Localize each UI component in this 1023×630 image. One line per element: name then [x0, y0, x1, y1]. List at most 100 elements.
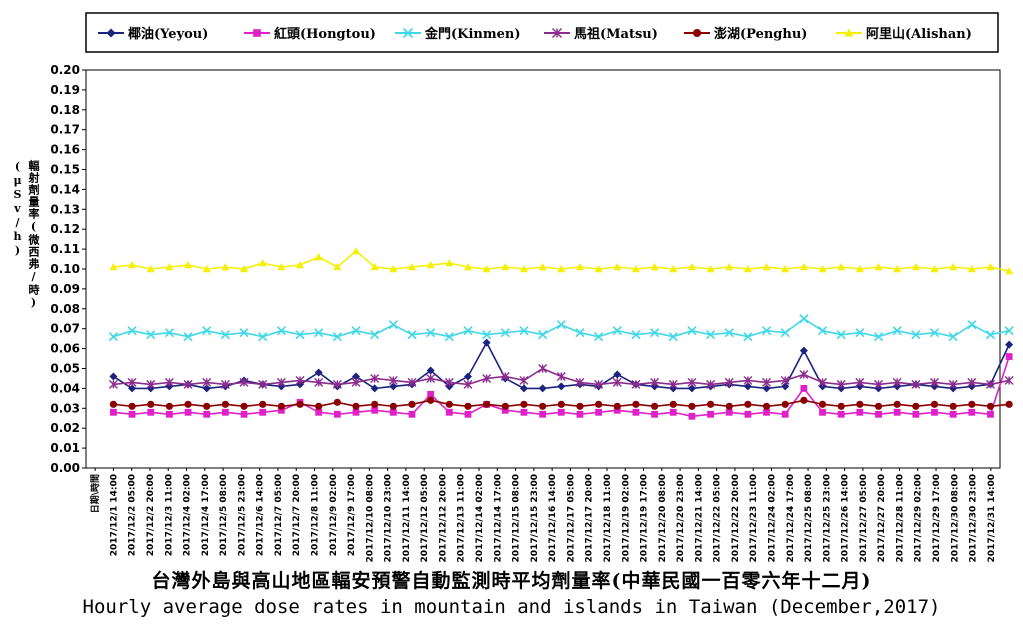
x-tick-label: 2017/12/7 05:00 — [274, 474, 284, 556]
data-point — [371, 406, 379, 414]
data-point — [986, 402, 995, 410]
y-axis-label: (μSv/h) 輻射劑量率(微西弗/時) — [4, 160, 46, 360]
data-point — [613, 370, 622, 379]
data-point — [875, 410, 882, 418]
legend-marker — [692, 28, 702, 38]
data-point — [538, 263, 547, 271]
y-tick-label: 0.16 — [50, 143, 80, 157]
data-point — [817, 326, 828, 336]
data-point — [427, 396, 435, 404]
data-point — [463, 263, 472, 271]
legend-marker — [552, 28, 562, 38]
data-point — [538, 364, 548, 373]
data-point — [650, 377, 660, 387]
data-point — [930, 400, 939, 408]
data-point — [426, 373, 436, 383]
data-point — [389, 265, 398, 273]
data-point — [668, 379, 678, 389]
data-point — [967, 377, 977, 387]
data-point — [296, 261, 305, 269]
data-point — [594, 265, 603, 273]
data-point — [109, 263, 118, 271]
data-point — [407, 263, 416, 271]
y-tick-label: 0.20 — [50, 63, 80, 77]
x-tick-label: 2017/12/15 23:00 — [530, 474, 540, 562]
data-point — [164, 328, 174, 338]
data-point — [556, 371, 566, 381]
y-tick-label: 0.05 — [50, 362, 80, 376]
data-point — [557, 400, 565, 408]
data-point — [557, 408, 565, 416]
legend-marker — [844, 28, 854, 37]
series-4 — [109, 396, 1013, 410]
legend-item: 澎湖(Penghu) — [684, 26, 807, 42]
data-point — [724, 328, 734, 338]
data-point — [650, 402, 659, 410]
x-tick-label: 2017/12/18 11:00 — [603, 474, 613, 562]
data-point — [240, 410, 248, 418]
data-point — [837, 263, 846, 271]
legend-items: 椰油(Yeyou) 紅頭(Hongtou) 金門(Kinmen) 馬祖(Matsu) 澎… — [98, 26, 972, 42]
data-point — [707, 410, 714, 418]
data-point — [164, 377, 174, 387]
data-point — [370, 263, 379, 271]
legend-item: 馬祖(Matsu) — [544, 26, 658, 42]
data-point — [482, 330, 492, 340]
data-point — [612, 377, 622, 387]
data-point — [706, 400, 715, 408]
x-axis-heading: 日期\時間 — [89, 474, 101, 513]
series-layer — [108, 247, 1014, 420]
data-point — [352, 247, 361, 255]
data-point — [892, 326, 902, 336]
data-point — [912, 410, 920, 418]
data-point — [948, 332, 958, 342]
y-tick-label: 0.08 — [50, 302, 80, 316]
data-point — [725, 402, 733, 410]
x-tick-label: 2017/12/9 02:00 — [329, 474, 339, 556]
y-tick-label: 0.15 — [50, 163, 80, 177]
data-point — [370, 330, 380, 340]
legend-label: 阿里山(Alishan) — [866, 26, 972, 42]
x-tick-label: 2017/12/30 23:00 — [969, 474, 979, 562]
data-point — [388, 375, 398, 385]
data-point — [836, 330, 846, 340]
data-point — [352, 408, 360, 416]
data-point — [855, 377, 865, 387]
data-point — [500, 328, 510, 338]
data-point — [109, 372, 118, 381]
data-point — [799, 314, 809, 324]
data-point — [799, 263, 808, 271]
data-point — [108, 379, 118, 389]
data-point — [780, 328, 790, 338]
data-point — [949, 402, 957, 410]
data-point — [277, 406, 285, 414]
x-tick-label: 2017/12/7 20:00 — [292, 474, 302, 556]
data-point — [408, 400, 416, 408]
data-point — [687, 384, 696, 393]
y-tick-label: 0.12 — [50, 222, 80, 236]
data-point — [874, 379, 884, 389]
data-point — [520, 408, 528, 416]
x-tick-label: 2017/12/19 17:00 — [640, 474, 650, 562]
y-axis-label-zh: 輻射劑量率(微西弗/時) — [27, 160, 40, 310]
y-tick-label: 0.17 — [50, 123, 80, 137]
x-tick-label: 2017/12/17 20:00 — [585, 474, 595, 562]
data-point — [239, 377, 249, 387]
x-tick-label: 2017/12/5 08:00 — [219, 474, 229, 556]
y-tick-label: 0.19 — [50, 83, 80, 97]
data-point — [147, 400, 155, 408]
data-point — [968, 400, 976, 408]
x-tick-label: 2017/12/10 08:00 — [365, 474, 375, 562]
data-point — [128, 384, 137, 393]
data-point — [669, 265, 678, 273]
data-point — [650, 328, 660, 338]
y-tick-label: 0.00 — [50, 461, 80, 475]
data-point — [706, 379, 716, 389]
x-tick-label: 2017/12/5 23:00 — [237, 474, 247, 556]
data-point — [799, 369, 809, 379]
x-tick-label: 2017/12/30 08:00 — [950, 474, 960, 562]
data-point — [127, 377, 137, 387]
x-tick-label: 2017/12/19 02:00 — [621, 474, 631, 562]
data-point — [985, 330, 996, 340]
data-point — [837, 410, 845, 418]
